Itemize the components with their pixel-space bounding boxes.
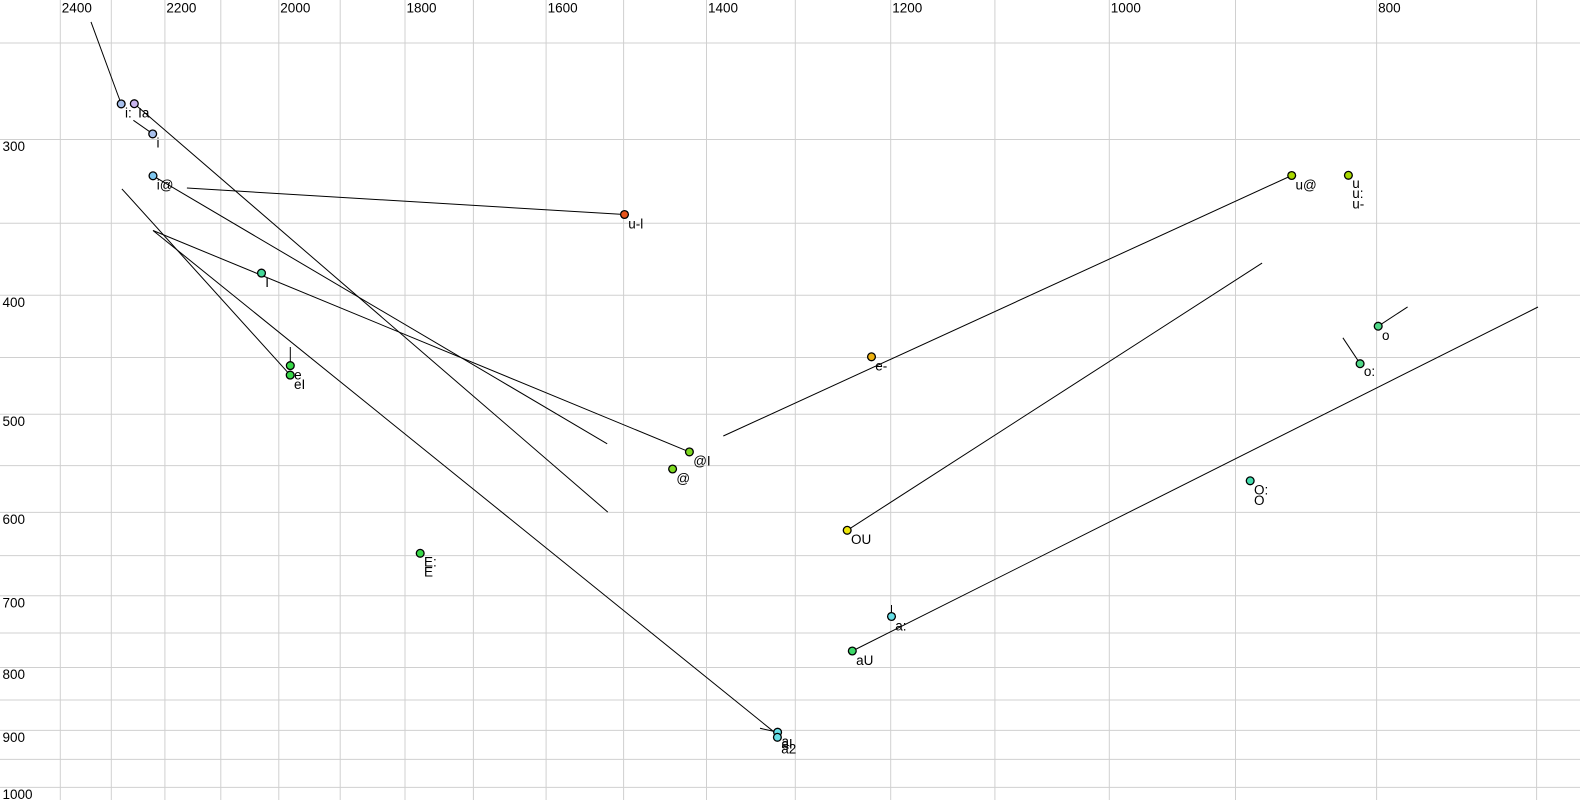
svg-text:o:: o: [1364,364,1375,379]
svg-text:i: i [157,136,160,151]
svg-text:500: 500 [3,414,26,429]
svg-text:800: 800 [3,667,26,682]
svg-text:1600: 1600 [548,1,578,16]
svg-text:1200: 1200 [892,1,922,16]
svg-text:E: E [424,565,433,580]
svg-text:2400: 2400 [62,1,92,16]
svg-text:a:: a: [895,618,906,633]
svg-text:u-: u- [1352,196,1364,211]
svg-text:1400: 1400 [708,1,738,16]
svg-text:aU: aU [856,653,873,668]
svg-text:u-l: u-l [628,216,643,231]
svg-text:u:: u: [1352,186,1363,201]
svg-text:a2: a2 [781,742,796,757]
svg-text:a: a [782,734,790,749]
svg-text:o: o [1382,328,1390,343]
svg-text:aI: aI [781,737,792,752]
svg-text:1800: 1800 [407,1,437,16]
svg-text:2200: 2200 [166,1,196,16]
svg-text:700: 700 [3,595,26,610]
svg-text:1000: 1000 [1111,1,1141,16]
svg-text:O: O [1254,493,1265,508]
svg-text:O:: O: [1254,483,1268,498]
svg-text:800: 800 [1378,1,1401,16]
svg-text:eI: eI [294,377,305,392]
svg-text:I: I [265,275,269,290]
svg-text:@I: @I [693,454,710,469]
svg-text:900: 900 [3,730,26,745]
svg-text:u: u [1352,176,1360,191]
svg-text:E:: E: [424,554,437,569]
svg-text:2000: 2000 [280,1,310,16]
svg-text:i@: i@ [157,178,174,193]
svg-text:u@: u@ [1296,177,1317,192]
svg-text:300: 300 [3,139,26,154]
svg-text:400: 400 [3,295,26,310]
svg-text:600: 600 [3,512,26,527]
svg-text:e-: e- [875,359,887,374]
svg-text:OU: OU [851,532,871,547]
svg-text:e: e [294,367,302,382]
svg-text:Ia: Ia [138,106,150,121]
svg-text:i:: i: [125,106,132,121]
svg-text:@: @ [676,471,690,486]
svg-text:1000: 1000 [3,787,33,800]
